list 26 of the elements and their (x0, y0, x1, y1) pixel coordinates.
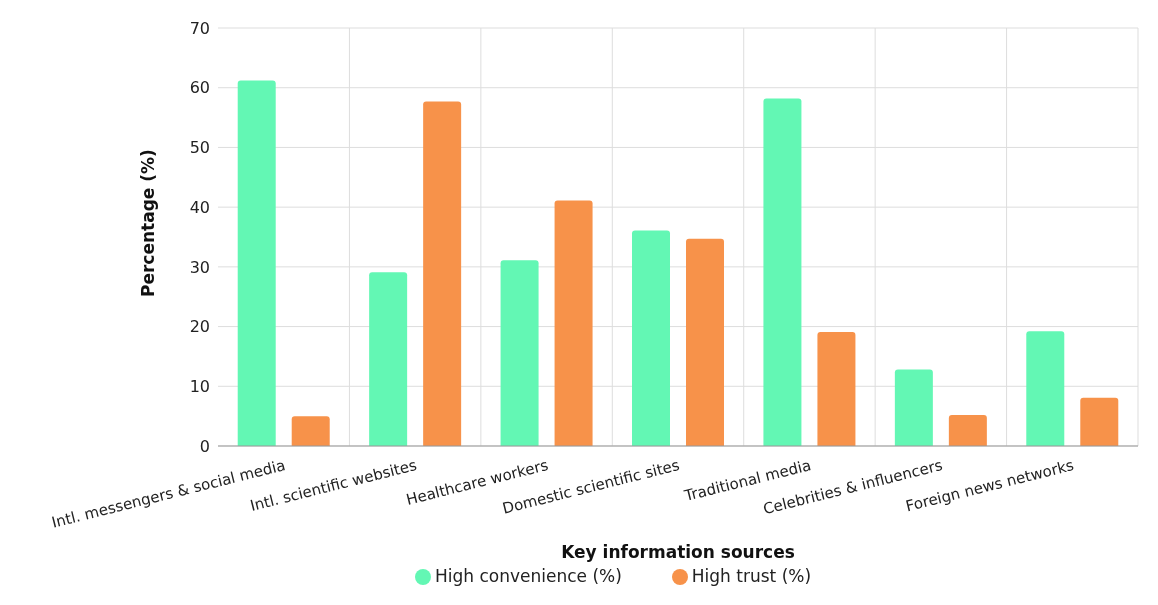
bar (369, 272, 408, 446)
y-tick-label: 60 (189, 78, 210, 98)
legend-label: High convenience (%) (434, 566, 622, 586)
legend-label: High trust (%) (691, 566, 812, 586)
y-tick-label: 50 (189, 138, 210, 158)
bar (948, 414, 987, 446)
bar (763, 98, 802, 446)
y-tick-label: 30 (189, 257, 210, 277)
bar (554, 200, 593, 446)
bar (632, 230, 670, 446)
x-axis-title: Key information sources (561, 542, 795, 562)
bar (237, 80, 276, 446)
y-tick-label: 10 (189, 376, 210, 396)
bar (1080, 397, 1119, 446)
bar (894, 369, 933, 446)
y-tick-label: 20 (189, 317, 210, 337)
y-tick-label: 40 (189, 197, 210, 217)
bar (686, 238, 724, 446)
bar (1026, 331, 1065, 446)
y-tick-label: 70 (189, 18, 210, 38)
bar (423, 101, 462, 446)
y-tick-label: 0 (199, 436, 210, 456)
bar (291, 416, 330, 446)
bar (817, 331, 856, 446)
bar (500, 260, 539, 446)
y-axis-title: Percentage (%) (138, 149, 159, 297)
